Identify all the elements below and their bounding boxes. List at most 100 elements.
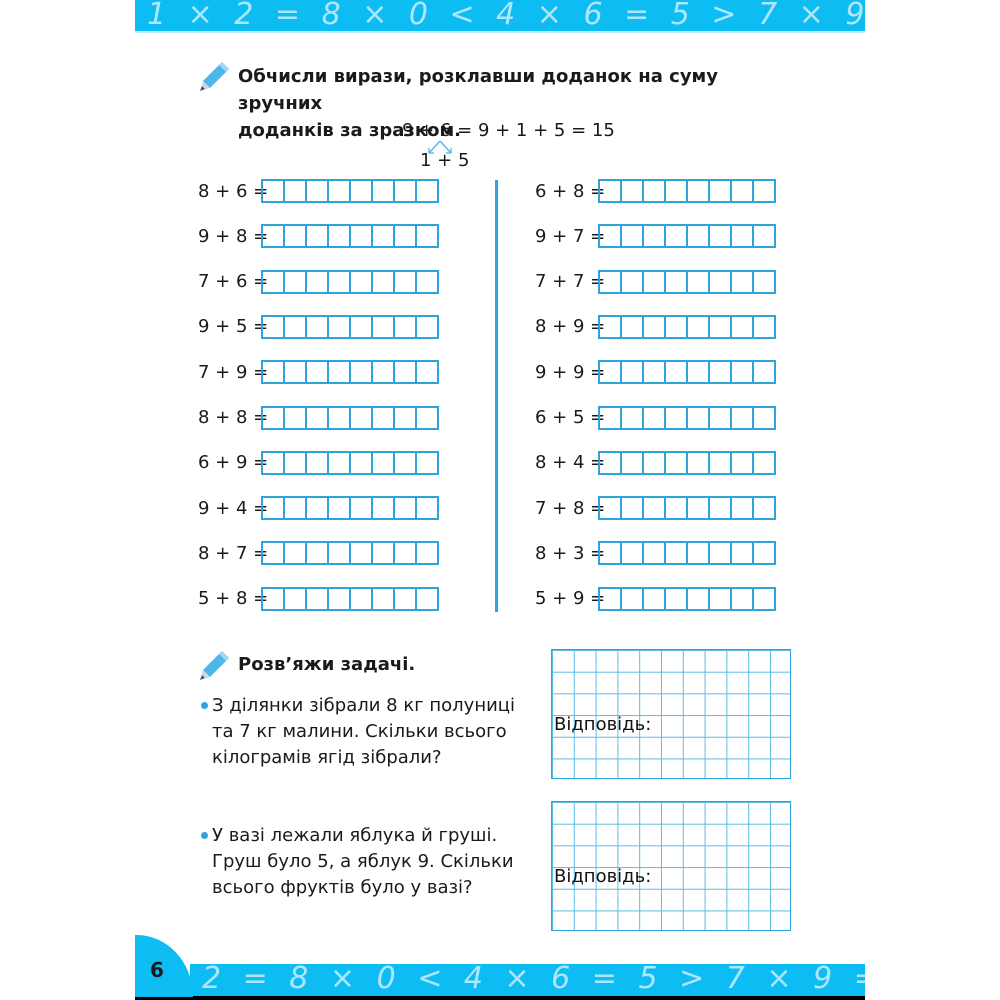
answer-cell[interactable] (351, 181, 373, 201)
answer-cell[interactable] (688, 452, 710, 473)
answer-cell[interactable] (710, 452, 732, 473)
answer-boxes[interactable] (598, 224, 776, 249)
answer-cell[interactable] (417, 362, 437, 382)
answer-cell[interactable] (622, 226, 644, 247)
answer-cell[interactable] (307, 226, 329, 247)
answer-cell[interactable] (395, 407, 417, 428)
answer-grid-1[interactable] (551, 649, 791, 779)
answer-cell[interactable] (329, 407, 351, 428)
answer-cell[interactable] (329, 271, 351, 292)
answer-boxes[interactable] (598, 496, 776, 521)
answer-cell[interactable] (644, 271, 666, 292)
answer-cell[interactable] (732, 407, 754, 428)
answer-cell[interactable] (754, 543, 774, 563)
answer-cell[interactable] (263, 226, 285, 247)
answer-cell[interactable] (351, 588, 373, 609)
answer-cell[interactable] (373, 498, 395, 519)
answer-boxes[interactable] (598, 586, 776, 611)
answer-cell[interactable] (373, 271, 395, 292)
answer-cell[interactable] (417, 226, 437, 246)
answer-cell[interactable] (307, 181, 329, 201)
answer-cell[interactable] (644, 362, 666, 383)
answer-cell[interactable] (644, 316, 666, 337)
answer-cell[interactable] (351, 498, 373, 519)
answer-cell[interactable] (600, 226, 622, 247)
answer-cell[interactable] (666, 362, 688, 383)
answer-cell[interactable] (622, 407, 644, 428)
answer-cell[interactable] (622, 543, 644, 564)
answer-cell[interactable] (351, 407, 373, 428)
answer-cell[interactable] (285, 452, 307, 473)
answer-cell[interactable] (307, 316, 329, 337)
answer-cell[interactable] (329, 181, 351, 201)
answer-cell[interactable] (754, 272, 774, 292)
answer-cell[interactable] (329, 498, 351, 519)
answer-cell[interactable] (600, 452, 622, 473)
answer-cell[interactable] (373, 588, 395, 609)
answer-boxes[interactable] (598, 405, 776, 430)
answer-boxes[interactable] (261, 360, 439, 385)
answer-cell[interactable] (688, 407, 710, 428)
answer-cell[interactable] (263, 498, 285, 519)
answer-boxes[interactable] (261, 224, 439, 249)
answer-boxes[interactable] (598, 314, 776, 339)
answer-boxes[interactable] (598, 269, 776, 294)
answer-cell[interactable] (417, 453, 437, 473)
answer-cell[interactable] (622, 271, 644, 292)
answer-cell[interactable] (688, 362, 710, 383)
answer-cell[interactable] (732, 543, 754, 564)
answer-cell[interactable] (754, 317, 774, 337)
answer-cell[interactable] (688, 271, 710, 292)
answer-cell[interactable] (600, 543, 622, 564)
answer-cell[interactable] (417, 543, 437, 563)
answer-cell[interactable] (417, 498, 437, 518)
answer-cell[interactable] (600, 181, 622, 201)
answer-cell[interactable] (754, 408, 774, 428)
answer-boxes[interactable] (261, 179, 439, 203)
answer-cell[interactable] (285, 543, 307, 564)
answer-cell[interactable] (263, 407, 285, 428)
answer-cell[interactable] (307, 588, 329, 609)
answer-cell[interactable] (417, 589, 437, 609)
answer-cell[interactable] (732, 316, 754, 337)
answer-cell[interactable] (373, 316, 395, 337)
answer-cell[interactable] (754, 498, 774, 518)
answer-cell[interactable] (351, 316, 373, 337)
answer-cell[interactable] (351, 362, 373, 383)
answer-cell[interactable] (732, 498, 754, 519)
answer-cell[interactable] (307, 498, 329, 519)
answer-boxes[interactable] (261, 269, 439, 294)
answer-cell[interactable] (710, 181, 732, 201)
answer-cell[interactable] (351, 271, 373, 292)
answer-cell[interactable] (666, 316, 688, 337)
answer-boxes[interactable] (261, 314, 439, 339)
answer-cell[interactable] (373, 181, 395, 201)
answer-cell[interactable] (732, 271, 754, 292)
answer-cell[interactable] (307, 543, 329, 564)
answer-cell[interactable] (600, 407, 622, 428)
answer-cell[interactable] (285, 407, 307, 428)
answer-cell[interactable] (754, 226, 774, 246)
answer-cell[interactable] (329, 226, 351, 247)
answer-cell[interactable] (395, 543, 417, 564)
answer-boxes[interactable] (598, 541, 776, 566)
answer-cell[interactable] (373, 226, 395, 247)
answer-cell[interactable] (395, 226, 417, 247)
answer-cell[interactable] (600, 316, 622, 337)
answer-cell[interactable] (263, 452, 285, 473)
answer-cell[interactable] (373, 452, 395, 473)
answer-cell[interactable] (732, 181, 754, 201)
answer-cell[interactable] (688, 588, 710, 609)
answer-cell[interactable] (622, 181, 644, 201)
answer-cell[interactable] (395, 498, 417, 519)
answer-boxes[interactable] (261, 541, 439, 566)
answer-cell[interactable] (351, 543, 373, 564)
answer-cell[interactable] (710, 543, 732, 564)
answer-cell[interactable] (395, 588, 417, 609)
answer-cell[interactable] (351, 452, 373, 473)
answer-cell[interactable] (754, 589, 774, 609)
answer-cell[interactable] (417, 272, 437, 292)
answer-boxes[interactable] (261, 405, 439, 430)
answer-cell[interactable] (754, 181, 774, 201)
answer-cell[interactable] (754, 453, 774, 473)
